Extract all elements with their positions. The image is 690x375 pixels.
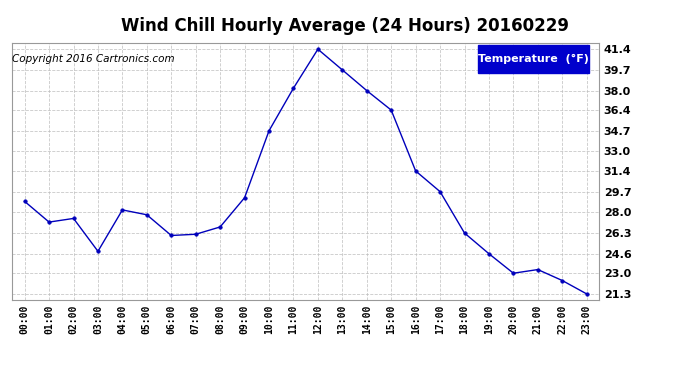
Text: Copyright 2016 Cartronics.com: Copyright 2016 Cartronics.com	[12, 54, 175, 64]
Text: Temperature  (°F): Temperature (°F)	[478, 54, 589, 64]
Text: Wind Chill Hourly Average (24 Hours) 20160229: Wind Chill Hourly Average (24 Hours) 201…	[121, 17, 569, 35]
